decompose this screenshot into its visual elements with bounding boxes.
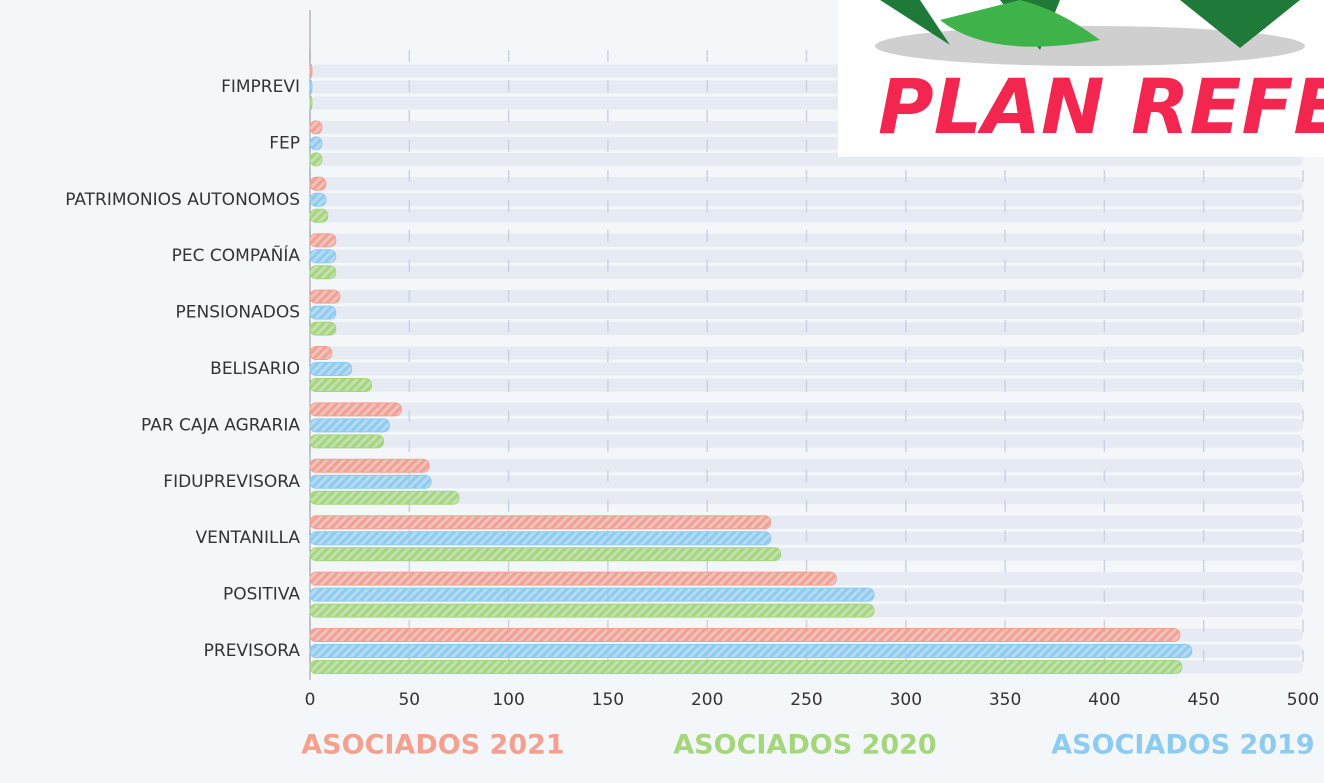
bar [309, 587, 875, 602]
y-tick-label: POSITIVA [223, 585, 300, 605]
plot: 0 50 100 150 200 250 300 350 400 450 500 FIMPREVI FE… [65, 10, 1319, 761]
bar [309, 289, 341, 304]
bar [309, 644, 1193, 658]
bar [309, 176, 327, 191]
x-tick-label: 50 [398, 690, 420, 710]
bar [309, 458, 430, 473]
legend-entry: ASOCIADOS 2020 [673, 730, 936, 761]
bar [309, 547, 782, 562]
x-tick-label: 0 [305, 690, 316, 710]
bar [309, 346, 333, 360]
y-tick-label: FIMPREVI [221, 77, 300, 97]
bar [309, 136, 323, 151]
track [310, 362, 1303, 376]
bar [309, 490, 460, 505]
x-tick-label: 500 [1287, 690, 1319, 710]
bar [309, 208, 329, 223]
y-tick-label: FIDUPREVISORA [163, 472, 300, 492]
x-tick-label: 400 [1088, 690, 1120, 710]
x-tick-label: 350 [989, 690, 1021, 710]
track [310, 193, 1303, 207]
bar [309, 515, 772, 530]
bar [309, 64, 313, 78]
bar [309, 362, 353, 376]
y-tick-label: PATRIMONIOS AUTONOMOS [65, 190, 300, 210]
track [310, 491, 1303, 505]
y-tick-label: VENTANILLA [196, 528, 301, 548]
bar [309, 321, 337, 336]
track [310, 402, 1303, 416]
bar [309, 434, 384, 449]
y-tick-label: FEP [269, 133, 300, 153]
x-tick-label: 200 [691, 690, 723, 710]
bar [309, 474, 432, 489]
bar [309, 305, 337, 320]
bar [309, 249, 337, 264]
x-tick-label: 450 [1187, 690, 1219, 710]
y-tick-label: PREVISORA [204, 641, 301, 661]
banner-image: PLAN REFE [838, 0, 1324, 157]
x-tick-label: 300 [890, 690, 922, 710]
x-tick-label: 100 [492, 690, 524, 710]
leaves [880, 0, 1300, 50]
y-tick-label: PAR CAJA AGRARIA [141, 415, 300, 435]
track [310, 418, 1303, 432]
legend-entry: ASOCIADOS 2021 [301, 730, 564, 761]
legend-entry: ASOCIADOS 2019 [1051, 730, 1314, 761]
track [310, 306, 1303, 320]
bar [309, 571, 837, 586]
track [310, 249, 1303, 263]
y-tick-label: PEC COMPAÑÍA [172, 244, 301, 266]
x-tick-label: 150 [592, 690, 624, 710]
y-tick-label: PENSIONADOS [175, 303, 300, 323]
bar [309, 603, 875, 618]
banner-text: PLAN REFE [878, 62, 1324, 151]
track [310, 265, 1303, 279]
bar [309, 120, 323, 135]
bar [309, 265, 337, 280]
track [310, 209, 1303, 223]
bar [309, 152, 323, 167]
track [310, 459, 1303, 473]
bar [309, 418, 390, 433]
y-tick-label: BELISARIO [210, 359, 300, 379]
bar [309, 233, 337, 248]
bar [309, 628, 1181, 642]
bar [309, 378, 373, 392]
leaves [940, 0, 1100, 47]
bar [309, 192, 327, 207]
bar [309, 531, 772, 546]
bar [309, 402, 402, 417]
track [310, 177, 1303, 191]
bar [309, 80, 313, 94]
x-tick-label: 250 [790, 690, 822, 710]
bar [309, 660, 1183, 674]
bar [309, 96, 313, 110]
